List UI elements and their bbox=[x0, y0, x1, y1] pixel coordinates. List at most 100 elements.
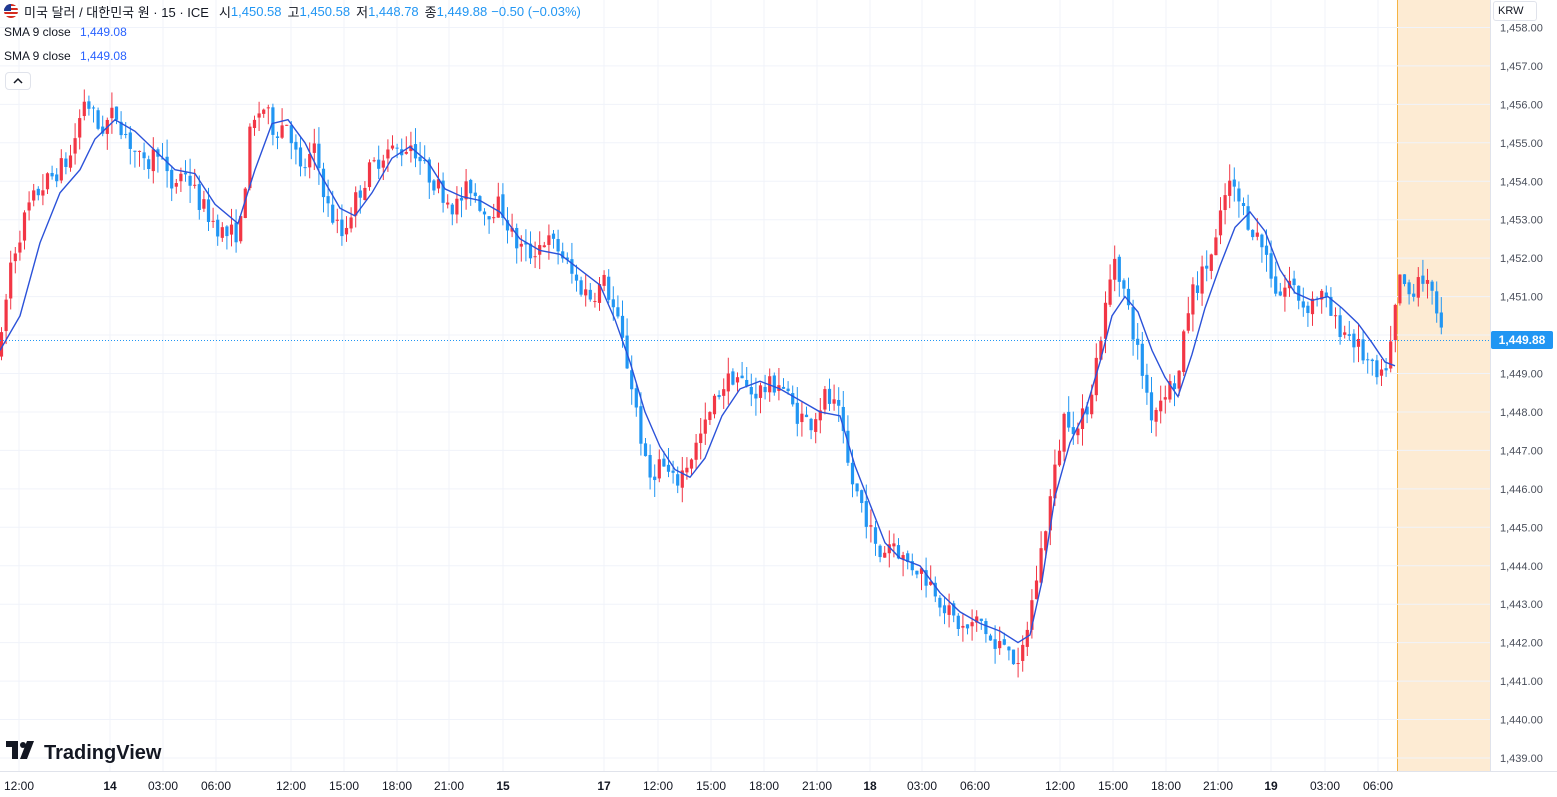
candle-body bbox=[745, 379, 749, 387]
candle-body bbox=[988, 635, 993, 641]
candle-body bbox=[1218, 210, 1223, 236]
price-tick-label: 1,452.00 bbox=[1500, 253, 1543, 265]
candle-body bbox=[298, 147, 303, 167]
candle-body bbox=[1435, 291, 1439, 314]
candle-body bbox=[1062, 413, 1066, 452]
candle-body bbox=[1241, 203, 1246, 206]
currency-badge[interactable]: KRW bbox=[1493, 1, 1537, 21]
candle-body bbox=[634, 388, 638, 408]
session-highlight bbox=[1397, 0, 1490, 771]
candle-body bbox=[1007, 646, 1011, 651]
time-tick-label: 06:00 bbox=[960, 779, 990, 793]
candle-body bbox=[1255, 232, 1259, 237]
candle-body bbox=[883, 552, 887, 558]
candle-body bbox=[648, 455, 652, 478]
candle-body bbox=[202, 199, 206, 209]
candle-body bbox=[1384, 368, 1388, 371]
candle-body bbox=[533, 256, 537, 258]
candle-body bbox=[377, 159, 381, 169]
candle-body bbox=[45, 173, 50, 190]
candle-body bbox=[717, 395, 721, 398]
candle-body bbox=[712, 395, 717, 415]
collapse-legend-button[interactable] bbox=[5, 72, 31, 90]
candle-body bbox=[979, 618, 983, 621]
candle-body bbox=[1232, 179, 1236, 187]
price-tick-label: 1,440.00 bbox=[1500, 715, 1543, 727]
candle-body bbox=[1195, 285, 1200, 293]
candle-body bbox=[455, 198, 459, 215]
candle-body bbox=[1324, 292, 1328, 298]
candle-body bbox=[312, 143, 316, 153]
candle-body bbox=[699, 433, 703, 444]
candle-body bbox=[114, 106, 119, 120]
candle-body bbox=[1002, 639, 1006, 645]
candle-body bbox=[1044, 531, 1048, 551]
candle-body bbox=[229, 224, 234, 235]
candle-body bbox=[124, 133, 128, 135]
candle-body bbox=[160, 158, 165, 160]
time-axis[interactable]: 12:00 14 03:00 06:00 12:00 15:00 18:00 21:00 15 1… bbox=[4, 779, 1393, 793]
candle-body bbox=[510, 227, 514, 232]
candle-body bbox=[1333, 315, 1338, 317]
candle-body bbox=[174, 183, 178, 187]
candle-body bbox=[340, 219, 344, 237]
candle-body bbox=[1356, 338, 1361, 347]
candle-body bbox=[570, 259, 574, 274]
candle-body bbox=[0, 332, 4, 357]
tradingview-logo[interactable]: TradingView bbox=[6, 741, 161, 765]
candle-body bbox=[1099, 340, 1103, 360]
candle-body bbox=[1246, 206, 1250, 230]
candle-body bbox=[1278, 291, 1282, 296]
candle-body bbox=[1090, 394, 1094, 415]
indicator-value: 1,449.08 bbox=[80, 49, 127, 63]
candle-body bbox=[860, 490, 864, 504]
candle-body bbox=[574, 274, 579, 281]
candle-body bbox=[676, 474, 680, 486]
candle-body bbox=[547, 235, 551, 245]
candle-body bbox=[358, 190, 362, 198]
candle-body bbox=[1430, 281, 1434, 291]
candle-body bbox=[289, 125, 293, 144]
candle-body bbox=[197, 184, 201, 210]
candle-body bbox=[657, 459, 661, 479]
candle-body bbox=[482, 211, 487, 215]
candle-body bbox=[381, 160, 385, 168]
candle-body bbox=[68, 155, 73, 168]
high-value: 1,450.58 bbox=[299, 3, 351, 19]
price-tick-label: 1,457.00 bbox=[1500, 61, 1543, 73]
candles bbox=[0, 89, 1443, 678]
us-kr-flag-icon bbox=[4, 4, 18, 18]
candle-body bbox=[418, 156, 422, 162]
time-tick-label: 14 bbox=[103, 779, 117, 793]
candle-body bbox=[1251, 229, 1255, 238]
candle-body bbox=[763, 386, 767, 393]
sma-line bbox=[0, 118, 1396, 644]
price-axis[interactable]: 1,439.00 1,440.00 1,441.00 1,442.00 1,443.00… bbox=[1500, 22, 1543, 765]
candle-body bbox=[1214, 237, 1218, 256]
candle-body bbox=[961, 625, 965, 628]
candle-body bbox=[1407, 282, 1411, 295]
candle-body bbox=[349, 217, 353, 229]
candle-body bbox=[257, 113, 261, 118]
candle-body bbox=[91, 107, 96, 109]
candle-body bbox=[234, 222, 238, 243]
symbol-name[interactable]: 미국 달러 / 대한민국 원 · 15 · ICE bbox=[24, 4, 209, 20]
candle-body bbox=[933, 582, 937, 597]
candle-body bbox=[1186, 313, 1190, 331]
candle-body bbox=[754, 393, 758, 399]
candle-body bbox=[1205, 265, 1209, 269]
time-tick-label: 06:00 bbox=[1363, 779, 1393, 793]
candle-body bbox=[786, 388, 790, 392]
candle-body bbox=[82, 101, 86, 117]
candle-body bbox=[671, 470, 675, 473]
time-tick-label: 18:00 bbox=[749, 779, 779, 793]
indicator-row[interactable]: SMA 9 close 1,449.08 bbox=[4, 49, 127, 63]
candle-body bbox=[1439, 312, 1443, 328]
indicator-row[interactable]: SMA 9 close 1,449.08 bbox=[4, 25, 127, 39]
candle-body bbox=[386, 149, 390, 159]
candle-body bbox=[970, 622, 974, 627]
candle-body bbox=[505, 220, 510, 231]
candle-body bbox=[832, 399, 836, 404]
candle-body bbox=[285, 124, 289, 126]
